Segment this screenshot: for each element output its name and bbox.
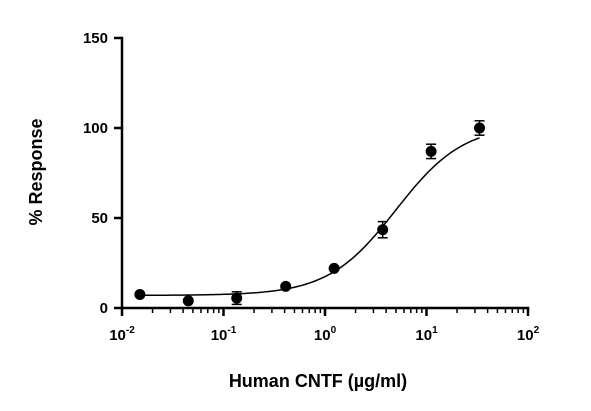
x-ticks: 10-2 10-1 100 101 102: [109, 308, 540, 344]
x-axis-title: Human CNTF (µg/ml): [229, 371, 407, 391]
y-tick-label: 0: [100, 300, 108, 317]
x-tick-label: 101: [415, 325, 438, 344]
x-tick-label: 100: [314, 325, 337, 344]
axes: [120, 36, 530, 310]
x-tick-label: 10-1: [211, 325, 237, 344]
y-ticks: 0 50 100 150: [83, 30, 122, 317]
data-point: [134, 289, 146, 300]
y-tick-label: 100: [83, 120, 108, 137]
data-point: [280, 280, 292, 292]
data-points: [134, 122, 486, 307]
y-axis-title: % Response: [26, 118, 46, 225]
data-point: [377, 224, 389, 236]
x-tick-label: 10-2: [109, 325, 135, 344]
data-point: [425, 145, 437, 157]
data-point: [474, 122, 486, 134]
fit-curve: [139, 137, 480, 297]
x-tick-label: 102: [517, 325, 540, 344]
data-point: [182, 295, 194, 307]
y-tick-label: 50: [91, 210, 108, 227]
y-tick-label: 150: [83, 30, 108, 47]
data-point: [231, 292, 243, 304]
data-point: [328, 262, 340, 274]
